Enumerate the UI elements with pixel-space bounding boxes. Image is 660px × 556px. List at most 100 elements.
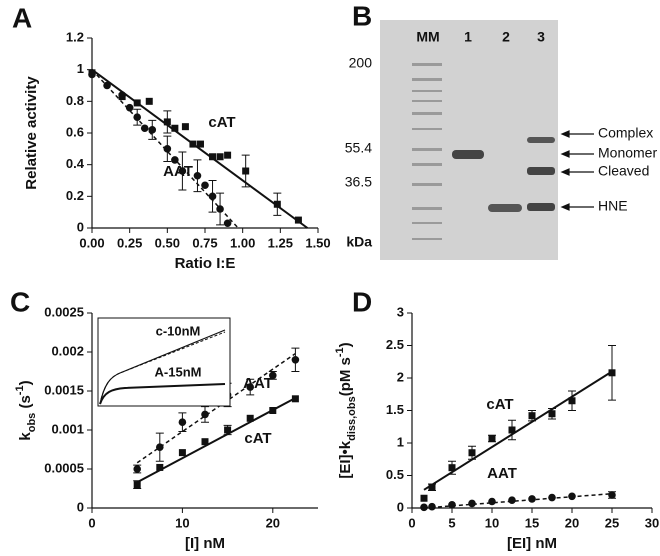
fit-line bbox=[136, 397, 296, 484]
x-tick-label: 5 bbox=[448, 515, 455, 530]
ladder bbox=[412, 63, 442, 240]
series-label: AAT bbox=[163, 163, 193, 180]
band bbox=[527, 167, 555, 175]
panel-label: D bbox=[352, 286, 372, 317]
data-point bbox=[125, 103, 134, 112]
marker-label: 36.5 bbox=[345, 174, 372, 190]
data-point bbox=[148, 126, 157, 134]
series-label: AAT bbox=[243, 375, 273, 392]
y-axis-label-part: (pM s bbox=[337, 357, 354, 396]
data-point bbox=[420, 494, 428, 502]
y-axis-label-part: k bbox=[17, 432, 34, 441]
data-point bbox=[428, 483, 436, 491]
band bbox=[488, 204, 522, 212]
y-axis-label-part: -1 bbox=[14, 385, 26, 395]
x-tick-label: 0.75 bbox=[192, 235, 217, 250]
data-point bbox=[528, 412, 536, 420]
x-tick-label: 0.50 bbox=[155, 235, 180, 250]
y-tick-label: 0.002 bbox=[51, 343, 84, 358]
data-point bbox=[246, 414, 254, 422]
y-tick-label: 0 bbox=[77, 499, 84, 514]
y-axis-label-part: ) bbox=[17, 380, 34, 385]
x-tick-label: 10 bbox=[485, 515, 499, 530]
band bbox=[452, 150, 484, 159]
y-tick-label: 0.8 bbox=[66, 93, 84, 108]
y-axis-label-part: ) bbox=[337, 342, 354, 347]
data-point bbox=[224, 151, 232, 159]
series-label: cAT bbox=[486, 396, 513, 413]
data-point bbox=[181, 123, 189, 131]
data-point bbox=[448, 464, 456, 472]
data-point bbox=[488, 434, 496, 442]
lane-label: MM bbox=[416, 29, 439, 45]
lane-label: 2 bbox=[502, 29, 510, 45]
data-point bbox=[548, 410, 556, 418]
inset-curve bbox=[99, 331, 226, 405]
data-point bbox=[216, 153, 224, 161]
data-point bbox=[178, 449, 186, 457]
band-label: HNE bbox=[598, 198, 628, 214]
data-point bbox=[242, 167, 250, 175]
data-point bbox=[209, 153, 217, 161]
inset-label: c-10nM bbox=[156, 323, 201, 338]
data-point bbox=[156, 443, 164, 451]
data-point bbox=[171, 124, 179, 132]
marker-label: 55.4 bbox=[345, 140, 372, 156]
y-tick-label: 2.5 bbox=[386, 337, 404, 352]
y-tick-label: 0.0025 bbox=[44, 304, 84, 319]
x-tick-label: 0 bbox=[408, 515, 415, 530]
y-axis-label: [EI]•kdiss,obs(pM s-1) bbox=[334, 342, 358, 478]
data-point bbox=[171, 156, 179, 164]
x-axis-label: [EI] nM bbox=[507, 535, 557, 552]
lane-label: 1 bbox=[464, 29, 472, 45]
data-point bbox=[468, 449, 476, 457]
band-label: Monomer bbox=[598, 145, 657, 161]
data-point bbox=[156, 463, 164, 471]
x-tick-label: 15 bbox=[525, 515, 539, 530]
y-tick-label: 0 bbox=[77, 219, 84, 234]
x-axis-label: Ratio I:E bbox=[175, 255, 236, 272]
x-axis-label: [I] nM bbox=[185, 535, 225, 552]
data-point bbox=[291, 356, 300, 364]
data-point bbox=[294, 216, 302, 224]
data-point bbox=[508, 496, 516, 505]
y-tick-label: 0.0005 bbox=[44, 460, 84, 475]
y-tick-label: 0 bbox=[397, 499, 404, 514]
panel-label: B bbox=[352, 0, 372, 31]
marker-label: 200 bbox=[349, 55, 373, 71]
data-point bbox=[273, 200, 281, 208]
y-axis-label-part: Relative activity bbox=[23, 76, 40, 190]
data-point bbox=[468, 499, 476, 508]
series-label: cAT bbox=[208, 114, 235, 131]
y-tick-label: 1.2 bbox=[66, 29, 84, 44]
inset-curve bbox=[99, 383, 226, 405]
data-point bbox=[88, 70, 96, 79]
data-point bbox=[118, 91, 126, 99]
data-point bbox=[428, 502, 436, 511]
band bbox=[527, 137, 555, 143]
panel-label: A bbox=[12, 2, 32, 33]
data-point bbox=[193, 171, 202, 180]
y-tick-label: 0.6 bbox=[66, 124, 84, 139]
x-tick-label: 1.25 bbox=[268, 235, 293, 250]
data-point bbox=[448, 500, 456, 509]
data-point bbox=[269, 371, 277, 380]
y-tick-label: 0.001 bbox=[51, 421, 84, 436]
data-point bbox=[133, 465, 141, 473]
inset-frame bbox=[97, 317, 231, 407]
x-tick-label: 1.50 bbox=[305, 235, 330, 250]
data-point bbox=[508, 426, 516, 434]
data-point bbox=[224, 426, 232, 434]
y-tick-label: 0.4 bbox=[66, 156, 85, 171]
x-tick-label: 30 bbox=[645, 515, 659, 530]
data-point bbox=[568, 397, 576, 405]
data-point bbox=[291, 395, 299, 403]
data-point bbox=[201, 181, 209, 190]
panel-label: C bbox=[10, 286, 30, 317]
x-tick-label: 20 bbox=[266, 515, 280, 530]
data-point bbox=[269, 407, 277, 414]
data-point bbox=[133, 113, 141, 121]
y-tick-label: 1 bbox=[397, 434, 404, 449]
data-point bbox=[608, 491, 616, 499]
data-point bbox=[201, 410, 209, 419]
